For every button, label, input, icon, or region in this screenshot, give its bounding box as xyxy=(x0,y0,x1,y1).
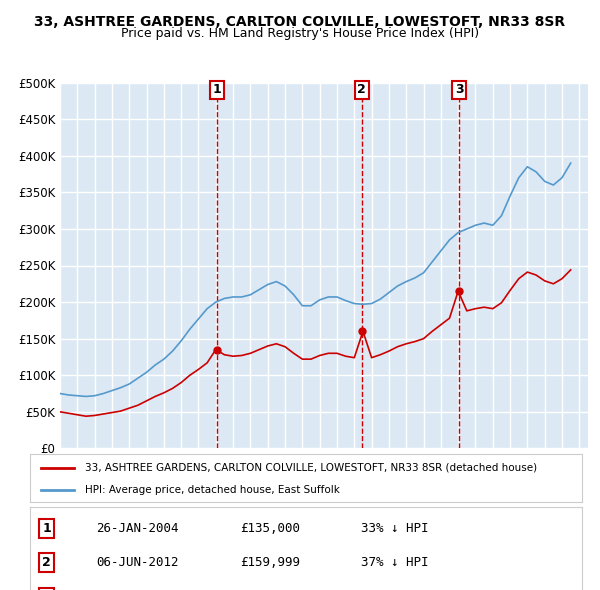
Text: 3: 3 xyxy=(455,83,463,96)
Text: 2: 2 xyxy=(42,556,51,569)
Text: £135,000: £135,000 xyxy=(240,522,300,535)
Text: 37% ↓ HPI: 37% ↓ HPI xyxy=(361,556,428,569)
Text: 06-JUN-2012: 06-JUN-2012 xyxy=(96,556,179,569)
Text: £159,999: £159,999 xyxy=(240,556,300,569)
Text: 1: 1 xyxy=(212,83,221,96)
Text: 2: 2 xyxy=(358,83,366,96)
Text: 33% ↓ HPI: 33% ↓ HPI xyxy=(361,522,428,535)
Text: Price paid vs. HM Land Registry's House Price Index (HPI): Price paid vs. HM Land Registry's House … xyxy=(121,27,479,40)
Text: 1: 1 xyxy=(42,522,51,535)
Text: 33, ASHTREE GARDENS, CARLTON COLVILLE, LOWESTOFT, NR33 8SR (detached house): 33, ASHTREE GARDENS, CARLTON COLVILLE, L… xyxy=(85,463,538,473)
Text: 26-JAN-2004: 26-JAN-2004 xyxy=(96,522,179,535)
Text: HPI: Average price, detached house, East Suffolk: HPI: Average price, detached house, East… xyxy=(85,485,340,494)
Text: 33, ASHTREE GARDENS, CARLTON COLVILLE, LOWESTOFT, NR33 8SR: 33, ASHTREE GARDENS, CARLTON COLVILLE, L… xyxy=(34,15,566,29)
